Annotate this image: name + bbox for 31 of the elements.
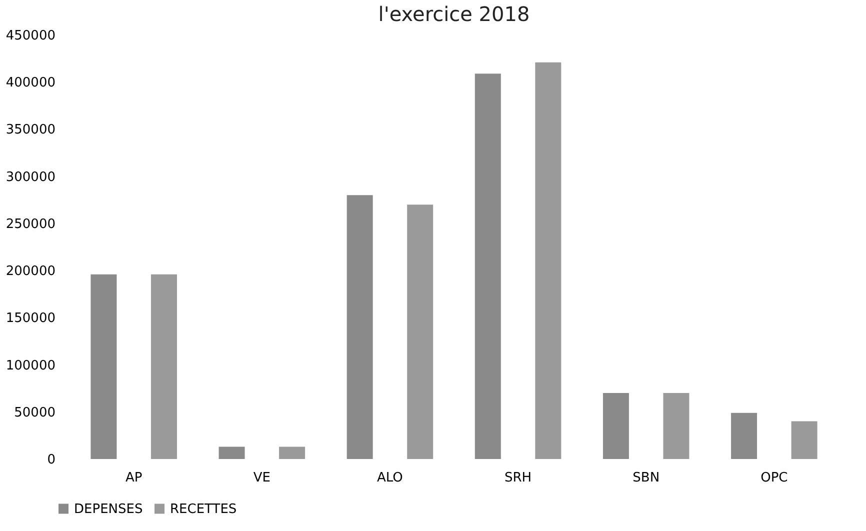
y-tick-label: 150000 xyxy=(6,311,56,326)
bar xyxy=(535,62,562,459)
legend-label: RECETTES xyxy=(170,502,237,517)
x-tick-label: OPC xyxy=(760,470,788,486)
bar xyxy=(602,393,629,459)
x-tick-label: ALO xyxy=(377,470,403,486)
x-tick-label: SRH xyxy=(504,470,532,486)
bar xyxy=(731,412,758,459)
y-tick-label: 50000 xyxy=(14,405,56,420)
bar xyxy=(279,446,306,459)
bar xyxy=(90,274,117,459)
bar xyxy=(407,204,434,459)
bar xyxy=(150,274,177,459)
bar xyxy=(474,74,501,459)
bar xyxy=(663,393,690,459)
chart-title: l'exercice 2018 xyxy=(378,2,530,26)
y-tick-label: 300000 xyxy=(6,170,56,185)
x-tick-label: VE xyxy=(253,470,270,486)
y-tick-label: 350000 xyxy=(6,122,56,138)
bar xyxy=(218,446,245,459)
bar xyxy=(791,421,818,459)
x-tick-label: SBN xyxy=(632,470,660,486)
x-tick-label: AP xyxy=(125,470,142,486)
legend-label: DEPENSES xyxy=(74,502,143,517)
y-tick-label: 450000 xyxy=(6,28,56,44)
y-tick-label: 400000 xyxy=(6,76,56,91)
y-tick-label: 0 xyxy=(47,452,56,468)
y-tick-label: 200000 xyxy=(6,264,56,280)
y-tick-label: 250000 xyxy=(6,216,56,232)
y-tick-label: 100000 xyxy=(6,358,56,374)
bar xyxy=(346,195,373,459)
